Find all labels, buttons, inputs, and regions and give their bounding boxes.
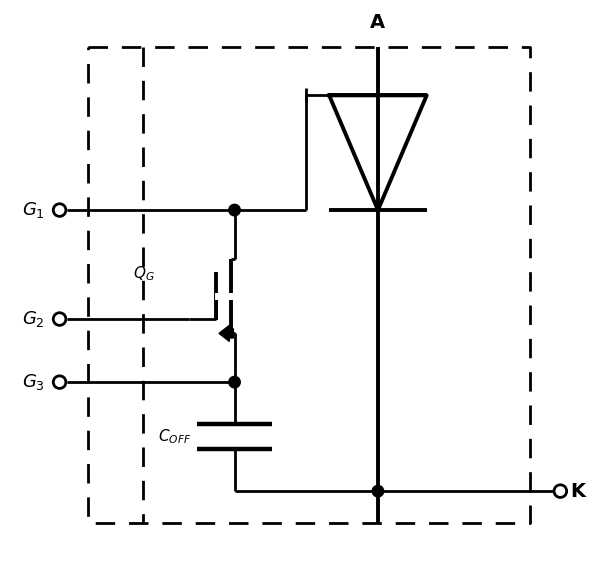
Circle shape	[554, 485, 567, 497]
Circle shape	[229, 204, 240, 216]
Text: $G_1$: $G_1$	[22, 200, 45, 220]
Circle shape	[53, 204, 66, 216]
Text: $Q_G$: $Q_G$	[133, 264, 154, 282]
Text: A: A	[370, 13, 385, 32]
Circle shape	[53, 313, 66, 325]
Text: $G_3$: $G_3$	[22, 372, 45, 392]
Text: $G_2$: $G_2$	[22, 309, 45, 329]
FancyArrow shape	[219, 325, 233, 342]
Text: K: K	[570, 482, 585, 501]
Circle shape	[372, 485, 383, 497]
Circle shape	[53, 376, 66, 389]
Text: $C_{OFF}$: $C_{OFF}$	[158, 427, 192, 446]
Circle shape	[229, 377, 240, 388]
